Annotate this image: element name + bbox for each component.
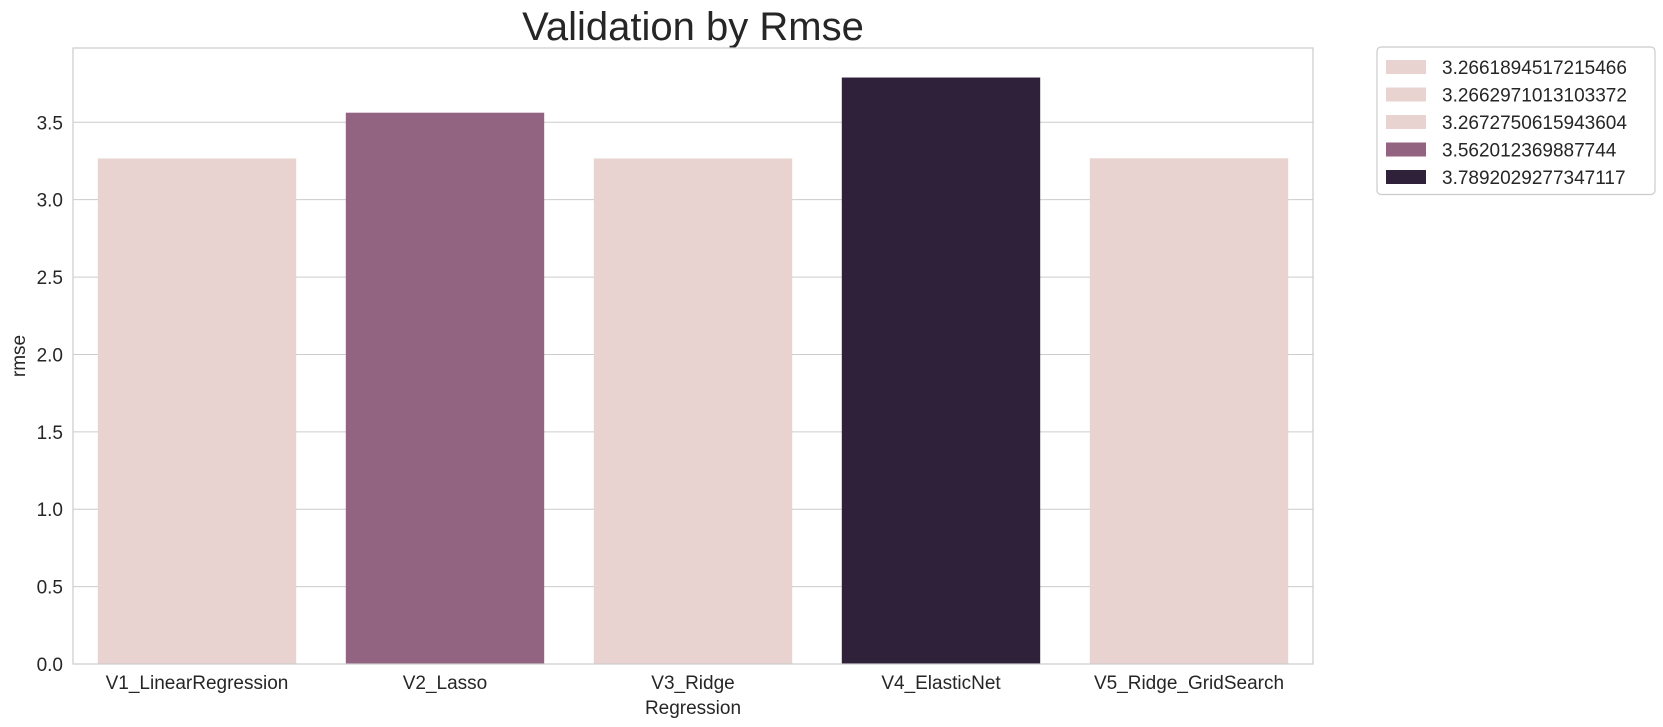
y-axis-label: rmse (9, 335, 30, 377)
bars (97, 77, 1289, 665)
bar-v2-lasso (345, 112, 545, 665)
x-tick-label: V5_Ridge_GridSearch (1094, 673, 1284, 694)
bar-v4-elasticnet (841, 77, 1041, 665)
y-tick-label: 0.0 (37, 655, 63, 676)
legend-frame (1376, 46, 1656, 196)
y-tick-label: 1.0 (37, 500, 63, 521)
legend-swatch (1386, 142, 1426, 157)
y-tick-labels: 0.0 0.5 1.0 1.5 2.0 2.5 3.0 3.5 (37, 113, 63, 676)
legend-swatch (1386, 170, 1426, 184)
legend-entry-label: 3.2672750615943604 (1442, 113, 1627, 134)
x-tick-label: V4_ElasticNet (881, 673, 1001, 694)
bar-v3-ridge (593, 158, 793, 664)
legend-swatch (1386, 115, 1426, 129)
x-tick-label: V3_Ridge (651, 673, 734, 694)
x-tick-labels: V1_LinearRegression V2_Lasso V3_Ridge V4_El… (106, 673, 1284, 694)
legend-entry-label: 3.2661894517215466 (1442, 58, 1627, 79)
legend-swatch (1386, 60, 1426, 74)
y-tick-label: 1.5 (37, 423, 63, 444)
legend-entry-label: 3.2662971013103372 (1442, 86, 1627, 107)
y-tick-label: 3.0 (37, 191, 63, 212)
y-tick-label: 2.5 (37, 268, 63, 289)
legend: 3.2661894517215466 3.2662971013103372 3.26… (1376, 46, 1656, 196)
y-tick-label: 2.0 (37, 345, 63, 366)
x-tick-label: V1_LinearRegression (106, 673, 289, 694)
legend-entry-label: 3.7892029277347117 (1442, 168, 1626, 189)
legend-swatch (1386, 87, 1426, 102)
legend-entry-label: 3.562012369887744 (1442, 141, 1617, 162)
y-tick-label: 3.5 (37, 113, 63, 134)
bar-v1-linearregression (97, 158, 297, 664)
chart-title: Validation by Rmse (522, 5, 864, 49)
x-axis-label: Regression (645, 698, 741, 719)
y-tick-label: 0.5 (37, 578, 63, 599)
bar-v5-ridge-gridsearch (1089, 158, 1289, 664)
plot-frame (72, 47, 1314, 665)
x-tick-label: V2_Lasso (403, 673, 488, 694)
